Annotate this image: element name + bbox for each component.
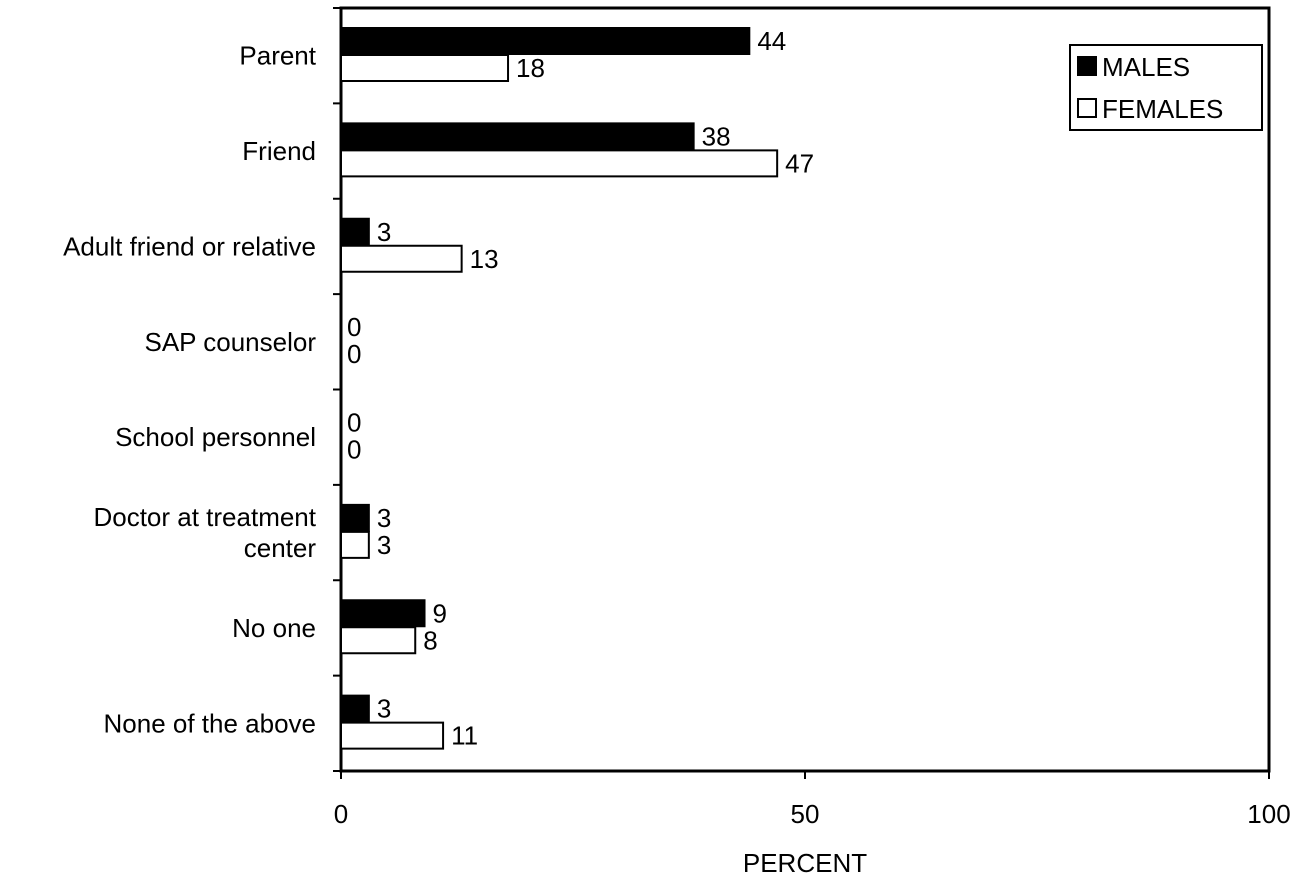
- category-label: School personnel: [115, 422, 316, 452]
- data-label-females: 3: [377, 530, 391, 560]
- data-label-females: 0: [347, 339, 361, 369]
- bar-males: [340, 694, 370, 723]
- category-label: Parent: [239, 41, 316, 71]
- legend-label-females: FEMALES: [1102, 94, 1223, 124]
- bar-males: [340, 27, 751, 55]
- legend-swatch-males: [1077, 56, 1097, 76]
- x-tick-label: 0: [334, 799, 348, 829]
- category-label: Adult friend or relative: [63, 231, 316, 261]
- data-label-females: 0: [347, 435, 361, 465]
- data-label-females: 11: [451, 721, 478, 751]
- category-label: Doctor at treatment center: [93, 502, 316, 563]
- data-label-males: 0: [347, 312, 361, 342]
- data-label-females: 8: [423, 625, 437, 655]
- labels: 0 50 100 Parent Friend Adult friend or relati…: [63, 26, 1291, 829]
- data-label-males: 0: [347, 408, 361, 438]
- data-label-females: 13: [470, 244, 499, 274]
- bar-females: [340, 626, 417, 655]
- category-label: Friend: [242, 136, 316, 166]
- data-label-males: 38: [702, 121, 731, 151]
- data-label-males: 44: [757, 26, 786, 56]
- bar-females: [340, 530, 370, 559]
- x-tick-label: 100: [1247, 799, 1290, 829]
- legend-box: [1069, 44, 1263, 131]
- data-label-females: 18: [516, 53, 545, 83]
- bar-males: [340, 217, 370, 246]
- bar-females: [340, 721, 445, 750]
- data-label-females: 47: [785, 148, 814, 178]
- legend: MALES FEMALES: [1069, 44, 1263, 131]
- data-label-males: 9: [433, 598, 447, 628]
- bar-females: [340, 244, 463, 273]
- data-label-males: 3: [377, 694, 391, 724]
- bar-females: [340, 54, 510, 82]
- x-axis-title: PERCENT: [743, 848, 867, 878]
- bar-males: [340, 503, 370, 532]
- category-label: SAP counselor: [144, 327, 316, 357]
- x-tick-label: 50: [791, 799, 820, 829]
- axes: [333, 6, 1271, 779]
- data-label-males: 3: [377, 217, 391, 247]
- category-label: No one: [232, 613, 316, 643]
- legend-swatch-females: [1077, 98, 1097, 118]
- legend-label-males: MALES: [1102, 52, 1190, 82]
- bar-females: [340, 149, 779, 178]
- data-label-males: 3: [377, 503, 391, 533]
- bar-males: [340, 122, 695, 151]
- bars: [340, 27, 779, 750]
- bar-males: [340, 599, 426, 628]
- category-label: None of the above: [104, 708, 317, 738]
